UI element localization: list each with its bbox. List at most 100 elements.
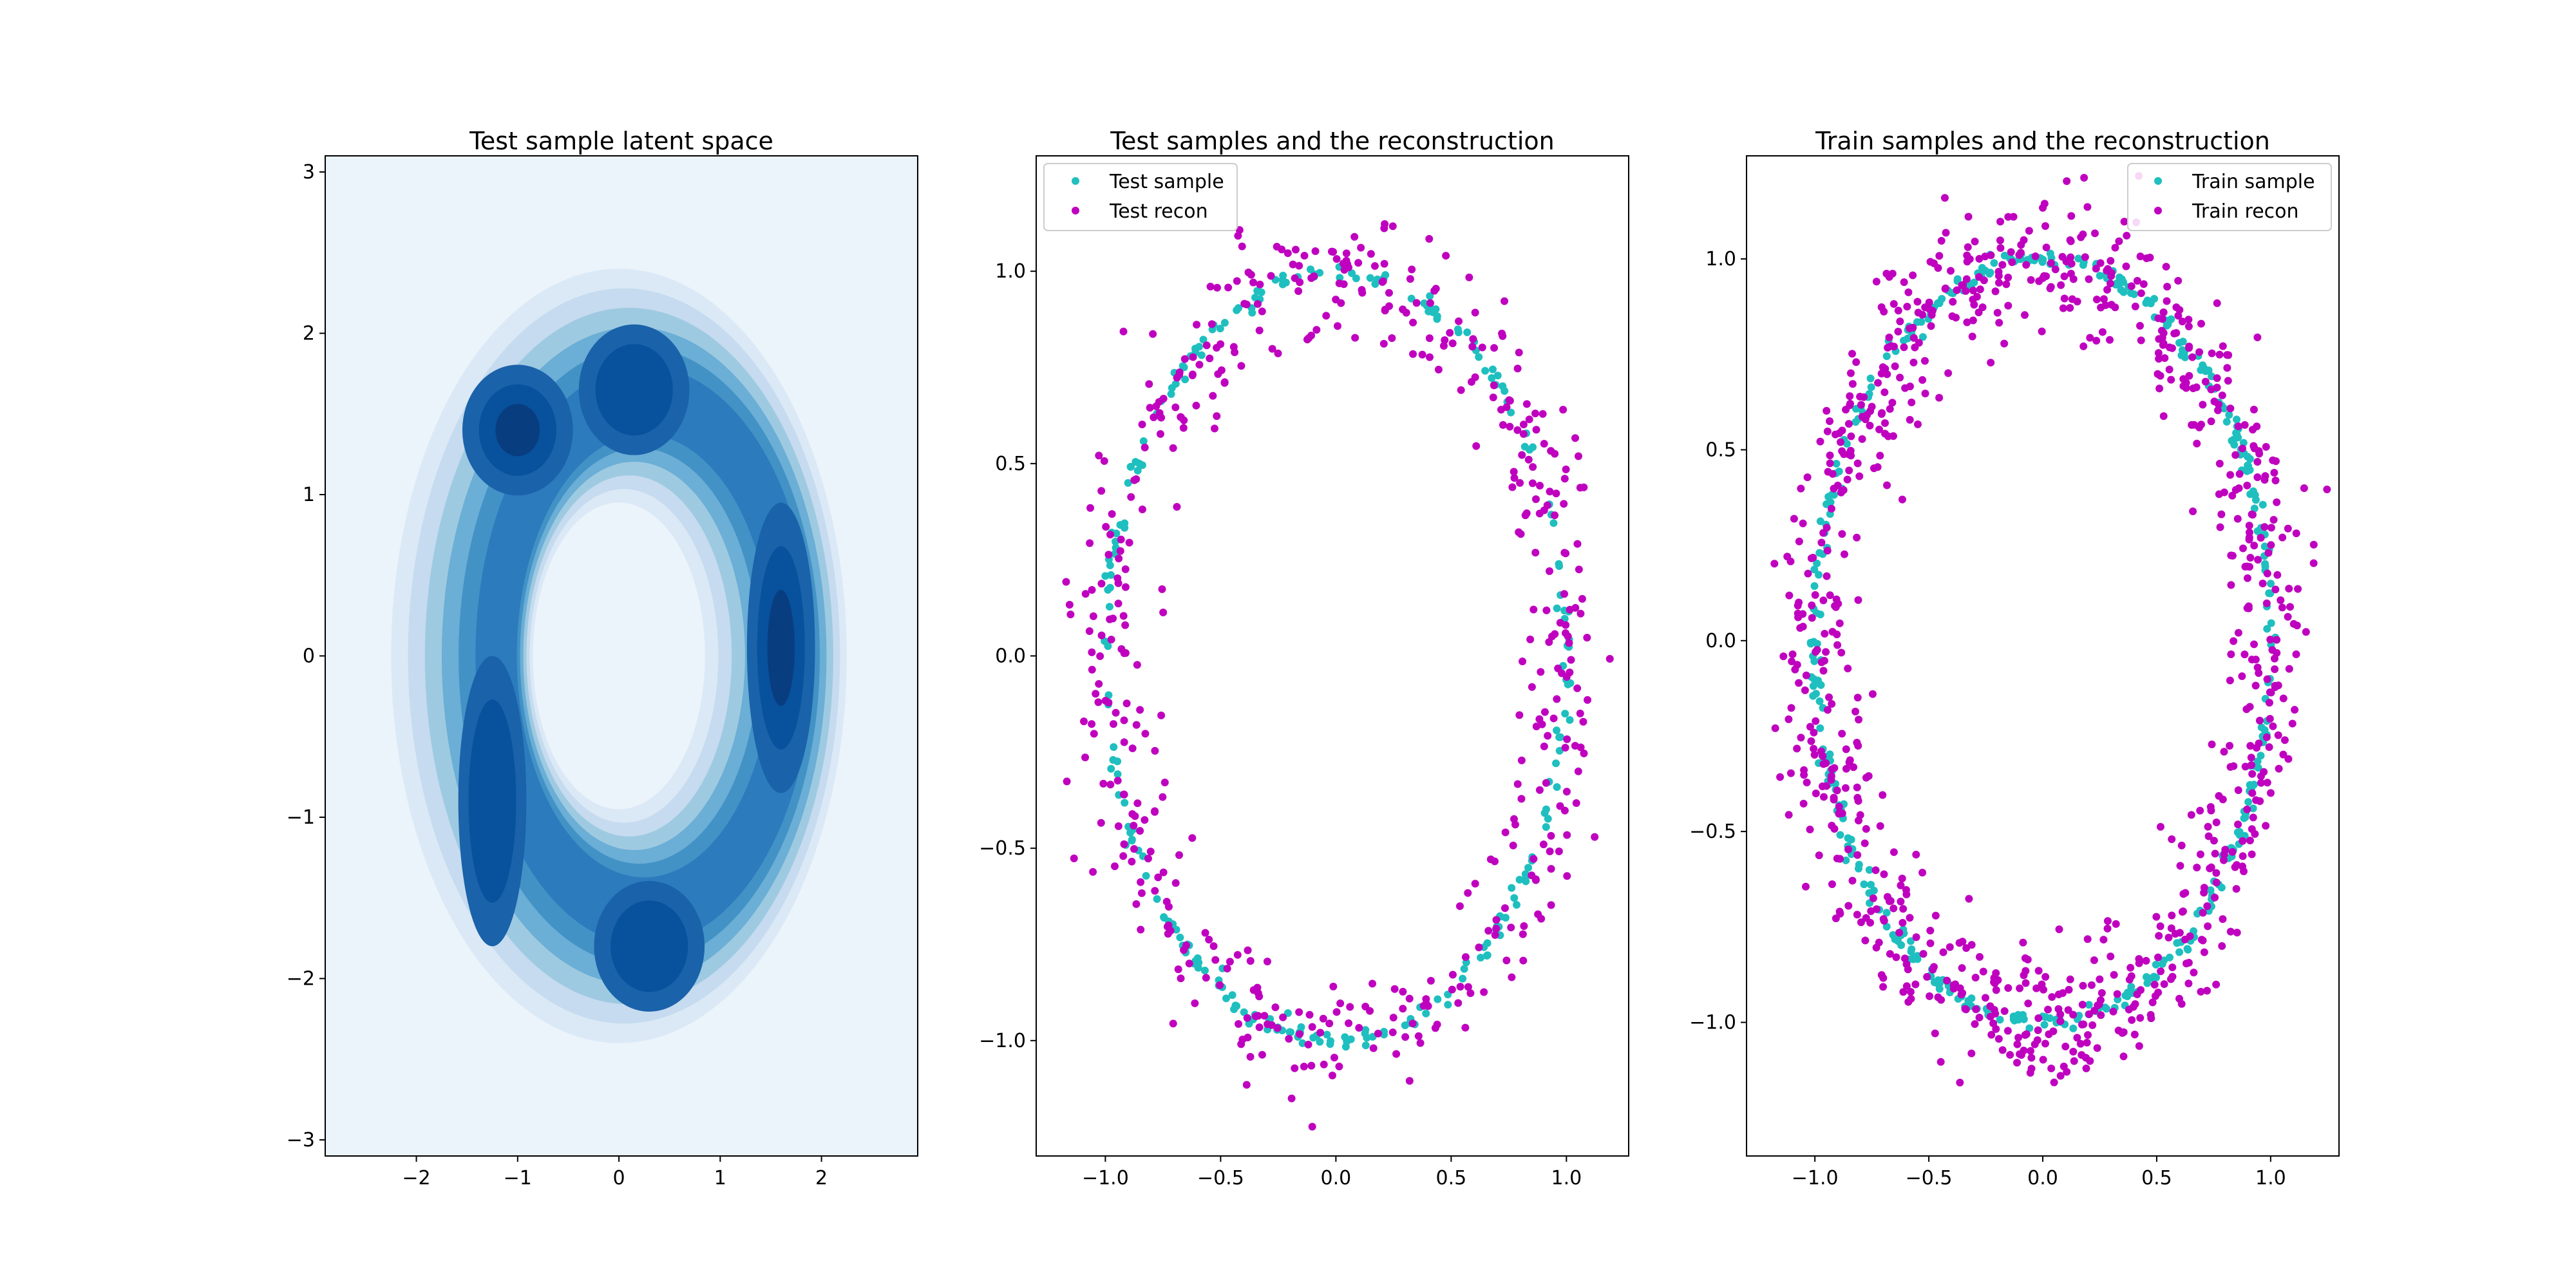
- recon-point: [1918, 376, 1927, 384]
- recon-point: [2034, 1014, 2043, 1023]
- recon-point: [1524, 455, 1533, 464]
- recon-point: [2184, 316, 2193, 324]
- recon-point: [2213, 406, 2222, 415]
- recon-point: [1401, 1033, 1410, 1041]
- recon-point: [1119, 852, 1128, 860]
- sample-point: [1882, 922, 1891, 931]
- recon-point: [2020, 236, 2028, 244]
- recon-point: [2277, 596, 2285, 604]
- recon-point: [2097, 303, 2105, 312]
- recon-point: [1560, 475, 1569, 483]
- recon-point: [1094, 698, 1103, 706]
- sample-point: [1866, 374, 1875, 383]
- recon-point: [1085, 627, 1094, 636]
- recon-point: [2228, 491, 2237, 500]
- sample-point: [1171, 380, 1180, 388]
- recon-point: [1573, 684, 1582, 692]
- recon-point: [1464, 983, 1472, 991]
- recon-point: [2195, 348, 2204, 356]
- recon-point: [2171, 930, 2179, 938]
- recon-point: [1213, 283, 1221, 292]
- y-tick-label: 0.5: [1705, 439, 1736, 461]
- recon-point: [1095, 451, 1103, 460]
- recon-point: [1906, 324, 1914, 332]
- sample-point: [2167, 315, 2175, 323]
- legend-marker-train-sample: [2154, 177, 2162, 185]
- recon-point: [2248, 825, 2256, 833]
- recon-point: [1979, 967, 1987, 976]
- recon-point: [1508, 973, 1516, 981]
- y-tick-label: −1.0: [979, 1030, 1026, 1052]
- recon-point: [2081, 253, 2089, 261]
- recon-point: [1491, 931, 1499, 939]
- recon-point: [1380, 224, 1388, 232]
- recon-point: [1490, 381, 1498, 390]
- recon-point: [2155, 932, 2163, 940]
- sample-point: [1882, 352, 1891, 361]
- recon-point: [1177, 974, 1185, 983]
- recon-point: [2081, 1054, 2090, 1062]
- recon-point: [2155, 335, 2163, 343]
- recon-point: [1823, 427, 1832, 435]
- recon-point: [1121, 565, 1130, 573]
- recon-point: [1461, 953, 1470, 961]
- sample-point: [1855, 860, 1863, 869]
- sample-point: [1181, 375, 1189, 384]
- recon-point: [1844, 846, 1853, 854]
- sample-point: [1566, 716, 1574, 724]
- recon-point: [1560, 806, 1569, 815]
- recon-point: [1987, 251, 1995, 260]
- recon-point: [1854, 742, 1862, 750]
- recon-point: [1127, 493, 1135, 501]
- recon-point: [1101, 696, 1110, 705]
- recon-point: [2133, 990, 2141, 998]
- recon-point: [1869, 894, 1877, 902]
- recon-point: [1457, 386, 1465, 394]
- recon-point: [2256, 797, 2264, 805]
- recon-point: [2197, 987, 2205, 996]
- recon-point: [1369, 1044, 1378, 1052]
- recon-point: [2262, 733, 2271, 741]
- recon-point: [1993, 308, 2002, 317]
- recon-point: [2136, 321, 2144, 330]
- recon-point: [2269, 722, 2277, 730]
- recon-point: [2238, 444, 2246, 453]
- recon-point: [1827, 504, 1835, 513]
- y-tick-label: −1: [287, 806, 315, 829]
- recon-point: [2228, 848, 2237, 856]
- recon-point: [2060, 272, 2069, 281]
- recon-point: [2092, 265, 2100, 273]
- recon-point: [2233, 515, 2242, 523]
- y-tick-label: 1.0: [1705, 248, 1736, 270]
- recon-point: [1848, 350, 1857, 358]
- recon-point: [1942, 229, 1950, 237]
- sample-point: [1433, 312, 1441, 321]
- recon-point: [2269, 456, 2277, 464]
- recon-point: [1513, 365, 1522, 373]
- recon-point: [2027, 276, 2035, 284]
- recon-point: [1964, 243, 1972, 251]
- recon-point: [1964, 213, 1973, 221]
- recon-point: [2027, 1046, 2035, 1055]
- recon-point: [1231, 348, 1239, 357]
- recon-point: [1808, 614, 1816, 622]
- sample-point: [1138, 461, 1146, 469]
- recon-point: [2098, 328, 2107, 336]
- recon-point: [2253, 663, 2262, 672]
- sample-point: [1824, 493, 1833, 501]
- recon-point: [1287, 1094, 1296, 1103]
- recon-point: [1513, 780, 1522, 788]
- latent-space-contour-panel: −2 −1 0 1 2 −3 −2 −1 0 1 2 3 Test sample latent spa…: [287, 127, 918, 1189]
- recon-point: [2022, 979, 2030, 987]
- sample-point: [1512, 900, 1520, 909]
- recon-point: [1425, 234, 1434, 243]
- recon-point: [2103, 917, 2112, 925]
- recon-point: [1201, 929, 1209, 937]
- recon-point: [1192, 401, 1200, 410]
- recon-point: [2292, 650, 2300, 659]
- recon-point: [1390, 985, 1399, 993]
- recon-point: [1160, 779, 1169, 787]
- recon-point: [1791, 665, 1799, 674]
- recon-point: [1388, 222, 1397, 231]
- recon-point: [2065, 985, 2073, 994]
